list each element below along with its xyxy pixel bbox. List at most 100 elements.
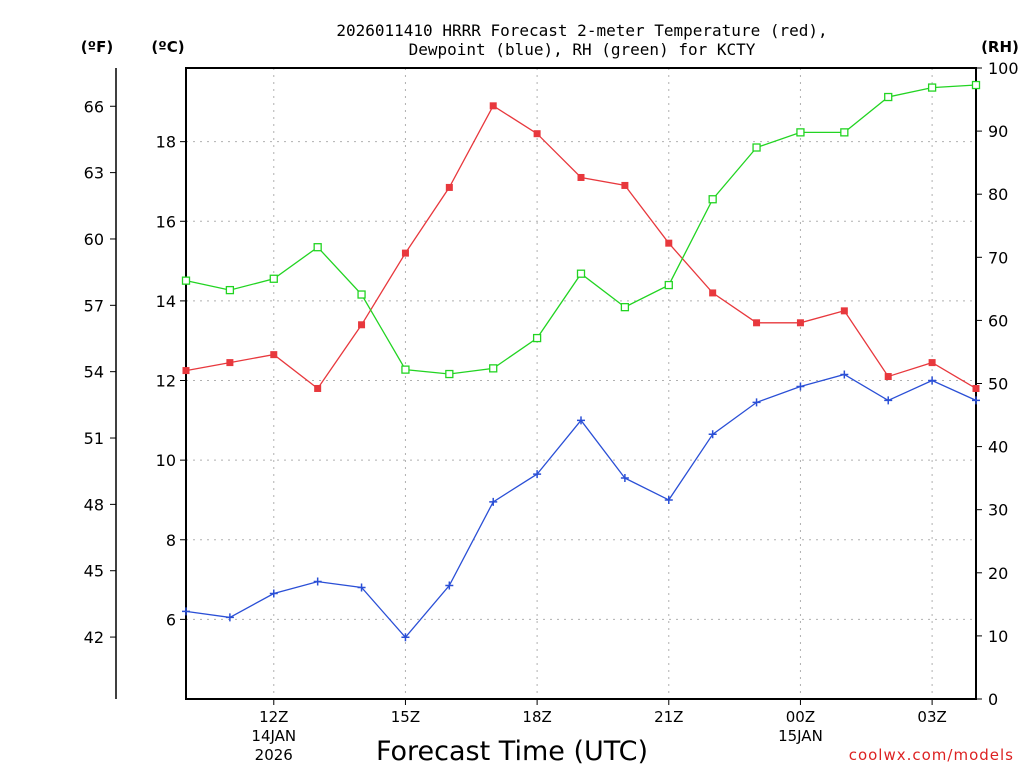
x-year-label: 2026 — [255, 746, 293, 764]
rh-point — [269, 274, 278, 283]
rh-point — [840, 128, 849, 137]
x-tick-label: 15Z — [391, 708, 420, 726]
fahrenheit-tick-label: 48 — [84, 495, 104, 514]
dewpoint-point — [269, 589, 278, 598]
dewpoint-point — [313, 577, 322, 586]
rh-point — [752, 143, 761, 152]
dewpoint-point — [533, 470, 542, 479]
data-series — [181, 80, 981, 642]
dewpoint-point — [664, 495, 673, 504]
temperature-point — [621, 181, 629, 189]
rh-point — [708, 195, 717, 204]
celsius-unit-label: (ºC) — [151, 38, 184, 56]
temperature-point — [928, 359, 936, 367]
dewpoint-line — [185, 373, 977, 639]
dewpoint-point — [445, 581, 454, 590]
celsius-tick-label: 14 — [156, 292, 176, 311]
temperature-point — [796, 319, 804, 327]
celsius-tick-label: 18 — [156, 133, 176, 152]
x-tick-label: 18Z — [522, 708, 551, 726]
rh-tick-label: 50 — [988, 375, 1008, 394]
rh-point — [445, 369, 454, 379]
rh-tick-label: 70 — [988, 248, 1008, 267]
fahrenheit-tick-label: 54 — [84, 363, 104, 382]
rh-tick-label: 20 — [988, 564, 1008, 583]
rh-point — [576, 269, 586, 278]
rh-tick-label: 60 — [988, 311, 1008, 330]
dewpoint-point — [489, 497, 498, 506]
rh-point — [927, 83, 937, 92]
credit-text: coolwx.com/models — [849, 746, 1014, 764]
dewpoint-point — [928, 376, 937, 385]
plot-frame — [185, 67, 977, 700]
rh-point — [620, 302, 630, 312]
rh-tick-label: 90 — [988, 122, 1008, 141]
rh-tick-label: 0 — [988, 690, 998, 709]
temperature-point — [182, 367, 190, 375]
x-tick-label: 21Z — [654, 708, 683, 726]
fahrenheit-tick-label: 66 — [84, 97, 104, 116]
dewpoint-point — [884, 396, 893, 405]
rh-tick-label: 10 — [988, 627, 1008, 646]
rh-point — [313, 243, 322, 252]
temperature-point — [445, 183, 453, 191]
rh-tick-label: 30 — [988, 501, 1008, 520]
grid-lines — [186, 68, 976, 699]
chart-title-line2: Dewpoint (blue), RH (green) for KCTY — [409, 40, 756, 59]
dewpoint-point — [972, 396, 980, 405]
rh-point — [532, 333, 542, 343]
dewpoint-point — [620, 474, 629, 483]
celsius-tick-label: 8 — [166, 531, 176, 550]
fahrenheit-unit-label: (ºF) — [81, 38, 113, 56]
temperature-point — [226, 359, 234, 367]
fahrenheit-tick-label: 57 — [84, 296, 104, 315]
temperature-point — [270, 351, 278, 359]
rh-tick-label: 80 — [988, 185, 1008, 204]
temperature-point — [840, 307, 848, 315]
rh-point — [181, 276, 191, 285]
temperature-line — [185, 104, 977, 390]
dewpoint-point — [577, 416, 585, 425]
celsius-tick-label: 6 — [166, 610, 176, 629]
fahrenheit-tick-label: 60 — [84, 230, 104, 249]
dewpoint-point — [752, 398, 761, 407]
temperature-point — [665, 239, 673, 247]
celsius-tick-label: 10 — [156, 451, 176, 470]
temperature-point — [884, 373, 892, 381]
rh-point — [357, 290, 366, 299]
temperature-point — [489, 102, 497, 110]
rh-point — [796, 128, 805, 137]
rh-point — [401, 365, 410, 374]
x-date-label: 14JAN — [251, 727, 296, 745]
x-axis-label: Forecast Time (UTC) — [376, 736, 648, 767]
fahrenheit-tick-label: 45 — [84, 562, 104, 581]
x-date-label: 15JAN — [778, 727, 823, 745]
x-tick-label: 12Z — [259, 708, 288, 726]
temperature-point — [709, 289, 717, 297]
dewpoint-point — [708, 430, 717, 439]
temperature-point — [577, 173, 585, 181]
temperature-point — [401, 249, 409, 257]
rh-unit-label: (RH) — [981, 38, 1019, 56]
rh-point — [884, 92, 893, 102]
x-tick-label: 00Z — [786, 708, 815, 726]
fahrenheit-tick-label: 63 — [84, 164, 104, 183]
rh-tick-label: 40 — [988, 438, 1008, 457]
dewpoint-point — [225, 613, 234, 622]
fahrenheit-tick-label: 51 — [84, 429, 104, 448]
rh-point — [971, 80, 981, 90]
fahrenheit-tick-label: 42 — [84, 628, 104, 647]
temperature-point — [972, 384, 980, 392]
dewpoint-point — [796, 382, 805, 391]
rh-point — [489, 364, 498, 373]
temperature-point — [314, 384, 322, 392]
rh-tick-label: 100 — [988, 59, 1019, 78]
celsius-tick-label: 16 — [156, 212, 176, 231]
dewpoint-point — [840, 370, 849, 379]
temperature-point — [753, 319, 761, 327]
chart-title-line1: 2026011410 HRRR Forecast 2-meter Tempera… — [336, 21, 827, 40]
temperature-point — [533, 130, 541, 138]
dewpoint-point — [182, 607, 190, 616]
